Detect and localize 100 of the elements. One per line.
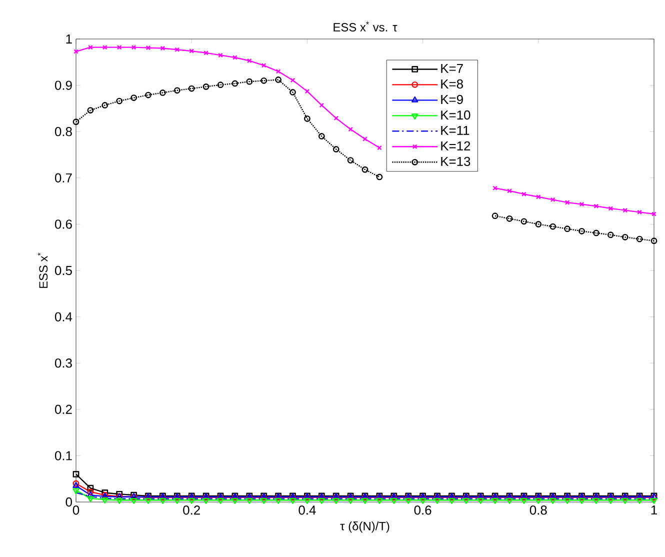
- legend-label: K=8: [441, 79, 463, 89]
- point: [87, 484, 94, 492]
- point: [347, 498, 354, 504]
- point: [622, 498, 628, 504]
- point: [144, 498, 152, 504]
- point: [506, 498, 513, 504]
- point: [334, 116, 339, 121]
- x-axis-title: τ (δ(N)/T): [340, 522, 390, 533]
- point: [102, 102, 108, 108]
- point: [145, 92, 152, 98]
- point: [535, 221, 542, 228]
- point: [131, 44, 136, 50]
- point: [536, 194, 541, 200]
- point: [246, 498, 253, 504]
- x-tick-label: 0.4: [298, 506, 316, 515]
- point: [304, 115, 310, 122]
- y-tick-label: 0.5: [54, 266, 72, 276]
- point: [232, 80, 238, 87]
- point: [174, 87, 180, 94]
- point: [637, 210, 642, 215]
- legend-label: K=7: [441, 64, 463, 73]
- legend-label: K=10: [441, 110, 470, 120]
- point: [636, 236, 643, 242]
- point: [564, 498, 571, 504]
- point: [72, 118, 80, 126]
- point: [260, 498, 268, 504]
- point: [390, 498, 398, 504]
- point: [217, 82, 224, 88]
- point: [116, 498, 123, 504]
- y-tick-label: 1: [66, 34, 72, 44]
- point: [520, 218, 528, 225]
- x-tick-label: 1: [651, 506, 657, 514]
- point: [102, 44, 108, 50]
- point: [116, 490, 123, 498]
- point: [362, 166, 368, 173]
- point: [87, 491, 94, 498]
- point: [362, 136, 368, 142]
- point: [318, 133, 325, 140]
- point: [434, 498, 441, 504]
- point: [290, 89, 296, 96]
- point: [564, 226, 570, 232]
- point: [232, 55, 238, 60]
- point: [87, 488, 94, 496]
- point: [146, 45, 151, 50]
- point: [275, 76, 282, 83]
- point: [507, 188, 512, 194]
- point: [87, 496, 94, 502]
- point: [102, 490, 108, 496]
- point: [160, 46, 166, 51]
- point: [550, 223, 556, 230]
- point: [419, 498, 426, 504]
- point: [160, 90, 166, 96]
- point: [578, 228, 585, 234]
- point: [116, 44, 122, 50]
- point: [102, 497, 108, 504]
- point: [520, 498, 528, 504]
- point: [204, 50, 208, 56]
- chart-title: ESS x$^{*}$ vs. τ: [334, 22, 398, 32]
- y-tick-label: 0.6: [54, 220, 72, 229]
- point: [650, 238, 658, 244]
- legend-label: K=11: [441, 126, 470, 135]
- legend-label: K=12: [441, 141, 470, 150]
- point: [522, 192, 526, 197]
- point: [492, 186, 498, 191]
- point: [246, 58, 252, 64]
- point: [622, 208, 628, 213]
- x-tick-label: 0.6: [414, 506, 432, 515]
- point: [593, 230, 600, 236]
- x-tick-label: 0.8: [530, 506, 547, 515]
- point: [72, 471, 80, 478]
- point: [188, 498, 195, 504]
- x-tick-label: 0: [72, 506, 80, 515]
- point: [607, 232, 614, 238]
- point: [347, 157, 354, 164]
- point: [462, 498, 470, 504]
- point: [348, 126, 353, 132]
- y-tick-label: 0: [66, 497, 72, 507]
- point: [492, 212, 498, 220]
- point: [608, 206, 614, 211]
- point: [290, 78, 296, 83]
- y-tick-label: 0.4: [54, 312, 72, 322]
- point: [578, 498, 586, 504]
- point: [377, 145, 382, 150]
- point: [636, 498, 643, 504]
- point: [304, 498, 311, 504]
- point: [232, 498, 238, 504]
- point: [88, 44, 93, 50]
- point: [362, 498, 368, 504]
- point: [535, 498, 542, 504]
- point: [332, 146, 340, 152]
- point: [174, 47, 180, 52]
- point: [304, 88, 310, 94]
- legend-label: K=9: [441, 94, 463, 104]
- point: [130, 498, 138, 504]
- point: [260, 77, 268, 84]
- point: [506, 215, 513, 222]
- point: [218, 52, 223, 58]
- y-tick-label: 0.1: [54, 451, 72, 460]
- point: [332, 498, 340, 504]
- point: [87, 107, 94, 114]
